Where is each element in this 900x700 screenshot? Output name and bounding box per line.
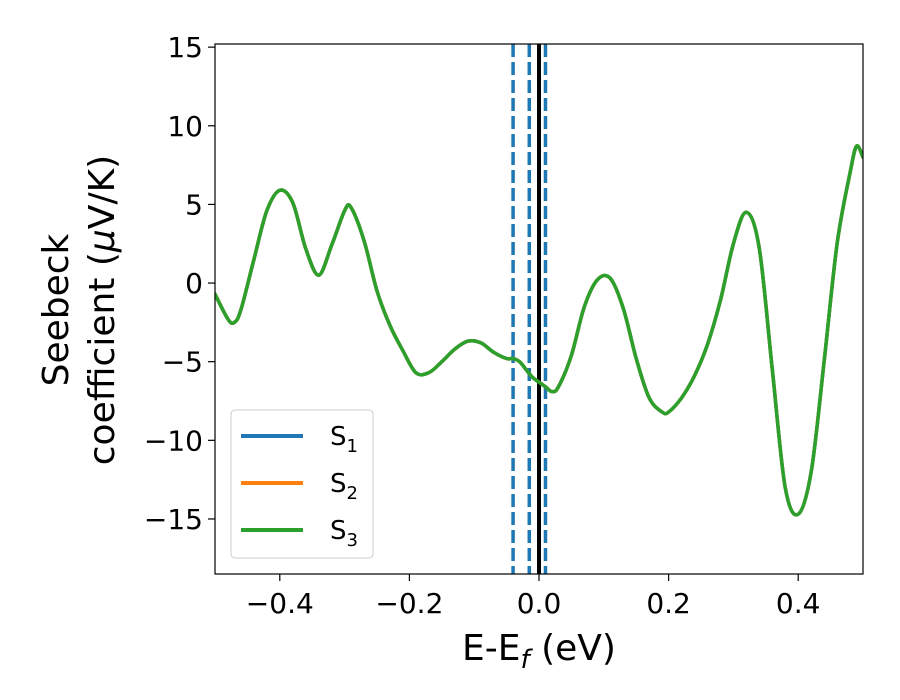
series-line-s3 [215,144,863,517]
x-tick-label: 0.0 [517,587,562,620]
y-tick-label: 10 [167,110,203,143]
y-tick-label: 15 [167,31,203,64]
series-lines [215,144,863,517]
x-tick-label: 0.4 [776,587,821,620]
y-tick-label: −5 [162,346,203,379]
y-tick-label: 0 [185,267,203,300]
x-tick-label: −0.4 [246,587,314,620]
y-axis-label-line2: coefficient (μV/K) [82,155,123,465]
x-axis-label: E-Ef (eV) [462,628,616,675]
legend-label-s3: S3 [330,516,358,551]
legend-label-s2: S2 [330,469,358,504]
vertical-lines [511,44,548,574]
y-tick-label: −15 [144,503,203,536]
y-tick-label: −10 [144,424,203,457]
legend: S1 S2 S3 [230,409,374,559]
y-tick-label: 5 [185,188,203,221]
x-tick-label: −0.2 [375,587,443,620]
x-axis-ticks: −0.4 −0.2 0.0 0.2 0.4 [246,574,821,620]
legend-label-s1: S1 [330,422,358,457]
y-axis-label-line1: Seebeck [36,233,77,386]
x-tick-label: 0.2 [646,587,691,620]
y-axis-label: Seebeck coefficient (μV/K) [36,155,123,465]
y-axis-ticks: −15 −10 −5 0 5 10 15 [144,31,215,536]
